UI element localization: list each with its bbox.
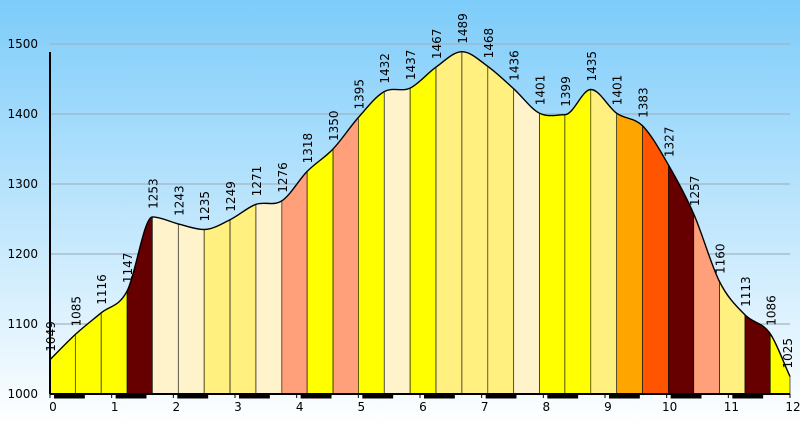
elevation-segment xyxy=(306,148,334,395)
y-tick-label: 1000 xyxy=(7,387,38,401)
elevation-label: 1437 xyxy=(404,50,418,81)
elevation-label: 1401 xyxy=(534,75,548,106)
elevation-label: 1116 xyxy=(95,274,109,305)
elevation-segment xyxy=(255,200,283,395)
x-tick-label: 4 xyxy=(296,400,304,414)
distance-bar xyxy=(547,395,579,399)
elevation-segment xyxy=(409,66,437,395)
elevation-label: 1467 xyxy=(430,29,444,60)
y-tick-label: 1200 xyxy=(7,247,38,261)
elevation-label: 1113 xyxy=(739,276,753,307)
x-tick-label: 1 xyxy=(111,400,119,414)
x-tick-label: 12 xyxy=(785,400,800,414)
elevation-segment xyxy=(435,51,463,395)
x-tick-label: 2 xyxy=(173,400,181,414)
distance-bar xyxy=(609,395,640,399)
x-tick-label: 8 xyxy=(543,400,551,414)
elevation-segment xyxy=(358,91,385,395)
distance-bar xyxy=(177,395,209,399)
distance-bar xyxy=(424,395,455,399)
elevation-label: 1383 xyxy=(637,87,651,118)
x-tick-label: 0 xyxy=(49,400,57,414)
elevation-label: 1350 xyxy=(327,110,341,141)
data-labels: 1049 1085 1116 1147 1253 1243 1235 1249 1271 1276… xyxy=(44,13,795,368)
elevation-label: 1435 xyxy=(585,51,599,82)
distance-bar xyxy=(670,395,702,399)
x-axis-ticks: 0 1 2 3 4 5 6 7 8 9 10 11 12 xyxy=(49,394,800,414)
elevation-label: 1025 xyxy=(781,338,795,369)
x-tick-label: 6 xyxy=(419,400,427,414)
profile-line xyxy=(49,50,791,377)
elevation-segment xyxy=(203,219,231,395)
elevation-label: 1257 xyxy=(688,176,702,207)
y-axis-ticks: 1000 1100 1200 1300 1400 1500 xyxy=(7,37,38,401)
distance-bar xyxy=(115,395,147,399)
elevation-segment xyxy=(152,216,179,395)
elevation-segment xyxy=(487,65,515,395)
elevation-label: 1085 xyxy=(69,296,83,327)
elevation-label: 1468 xyxy=(482,28,496,59)
distance-bar xyxy=(732,395,764,399)
elevation-label: 1271 xyxy=(250,166,264,197)
distance-bar xyxy=(300,395,332,399)
x-tick-label: 5 xyxy=(358,400,366,414)
elevation-segment xyxy=(513,88,540,395)
elevation-label: 1249 xyxy=(224,181,238,212)
y-tick-label: 1500 xyxy=(7,37,38,51)
elevation-label: 1401 xyxy=(611,75,625,106)
elevation-segment xyxy=(383,87,411,395)
x-tick-label: 11 xyxy=(724,400,739,414)
distance-bar xyxy=(239,395,270,399)
profile-outline xyxy=(49,50,791,377)
elevation-label: 1432 xyxy=(378,53,392,84)
elevation-segment xyxy=(461,51,489,395)
elevation-label: 1253 xyxy=(146,178,160,209)
y-tick-label: 1300 xyxy=(7,177,38,191)
elevation-segment xyxy=(642,125,669,395)
elevation-label: 1147 xyxy=(121,253,135,284)
distance-bar xyxy=(362,395,394,399)
x-tick-label: 7 xyxy=(481,400,489,414)
elevation-label: 1243 xyxy=(172,185,186,216)
elevation-segment xyxy=(616,112,643,395)
elevation-segment xyxy=(332,116,359,395)
elevation-segments xyxy=(49,51,791,395)
elevation-segment xyxy=(281,170,308,395)
elevation-label: 1395 xyxy=(352,79,366,110)
y-tick-label: 1100 xyxy=(7,317,38,331)
elevation-label: 1049 xyxy=(44,321,58,352)
x-tick-label: 3 xyxy=(234,400,242,414)
elevation-segment xyxy=(590,89,618,395)
elevation-segment xyxy=(564,89,592,395)
elevation-label: 1235 xyxy=(198,191,212,222)
x-tick-label: 10 xyxy=(662,400,677,414)
elevation-label: 1318 xyxy=(301,133,315,164)
elevation-segment xyxy=(539,112,566,395)
elevation-label: 1086 xyxy=(764,295,778,326)
elevation-segment xyxy=(229,203,257,395)
distance-bar xyxy=(485,395,517,399)
distance-bar xyxy=(54,395,85,399)
elevation-segment xyxy=(177,223,205,395)
elevation-label: 1327 xyxy=(663,127,677,158)
y-tick-label: 1400 xyxy=(7,107,38,121)
elevation-label: 1160 xyxy=(714,243,728,274)
x-tick-label: 9 xyxy=(604,400,612,414)
elevation-label: 1436 xyxy=(508,50,522,81)
elevation-label: 1399 xyxy=(559,76,573,107)
elevation-label: 1276 xyxy=(276,162,290,193)
elevation-label: 1489 xyxy=(456,13,470,44)
